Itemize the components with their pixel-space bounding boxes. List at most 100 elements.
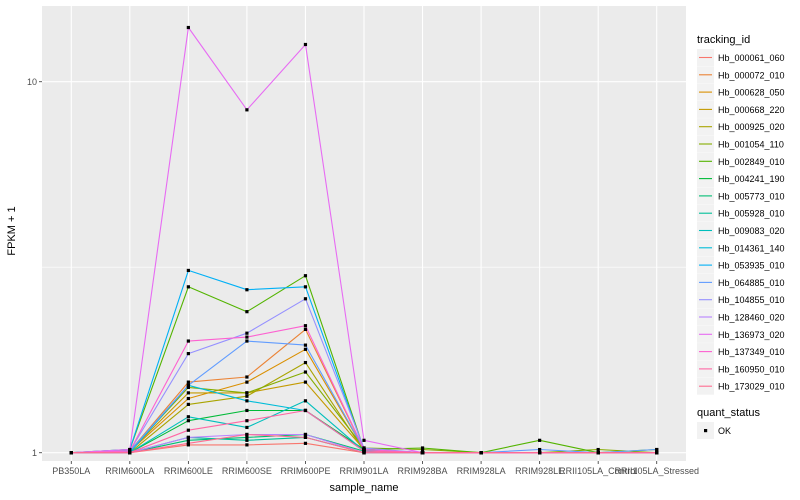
data-point — [655, 451, 659, 455]
data-point — [186, 396, 190, 401]
legend-item: Hb_009083_020 — [697, 222, 785, 239]
data-point — [303, 399, 308, 403]
legend-item: Hb_005773_010 — [697, 187, 785, 205]
data-point — [303, 432, 308, 437]
x-tick-label: RRII105LA_Control — [559, 466, 637, 476]
data-point — [128, 449, 132, 453]
data-point — [186, 391, 190, 395]
legend-label: Hb_004241_190 — [718, 174, 785, 184]
data-point — [245, 419, 249, 423]
data-point — [245, 339, 249, 343]
legend-label: Hb_104855_010 — [718, 295, 785, 305]
legend-item: Hb_104855_010 — [697, 291, 785, 309]
x-tick-label: PB350LA — [52, 466, 90, 476]
data-point — [245, 394, 249, 398]
data-point — [655, 447, 659, 452]
data-point — [245, 443, 249, 447]
data-point — [128, 451, 132, 455]
data-point — [303, 347, 308, 351]
data-point — [303, 327, 308, 331]
grid-major — [42, 6, 686, 461]
shape-legend-item: OK — [697, 422, 731, 439]
legend-label: Hb_000668_220 — [718, 105, 785, 115]
data-point — [245, 108, 249, 112]
data-point — [362, 438, 366, 442]
legend-item: Hb_064885_010 — [697, 273, 785, 291]
data-point — [420, 446, 425, 450]
data-point — [538, 447, 542, 452]
data-point — [186, 435, 190, 439]
data-point — [245, 408, 249, 413]
data-point — [186, 402, 190, 406]
legend-item: Hb_160950_010 — [697, 360, 785, 378]
data-point — [186, 352, 190, 356]
shape-legend-items: OK — [697, 422, 731, 439]
legend-label: Hb_064885_010 — [718, 278, 785, 288]
data-point — [245, 335, 249, 339]
legend-label: Hb_128460_020 — [718, 313, 785, 323]
data-point — [186, 438, 190, 442]
y-tick-label: 1 — [32, 448, 37, 458]
x-axis-label: sample_name — [329, 482, 398, 494]
legend-item: Hb_137349_010 — [697, 343, 785, 361]
data-point — [303, 360, 308, 365]
legend-item: Hb_000072_010 — [697, 66, 785, 84]
shape-legend: quant_status OK — [697, 407, 760, 439]
legend: tracking_id Hb_000061_060Hb_000072_010Hb… — [697, 34, 785, 395]
legend-item: Hb_002849_010 — [697, 152, 785, 170]
series-points — [69, 25, 659, 455]
legend-item: Hb_000061_060 — [697, 49, 785, 66]
legend-label: Hb_136973_020 — [718, 330, 785, 340]
data-point — [186, 268, 190, 273]
legend-title: tracking_id — [697, 34, 750, 46]
legend-label: Hb_000628_050 — [718, 88, 785, 98]
data-point — [69, 451, 73, 455]
data-point — [245, 435, 249, 439]
x-tick-label: RRIM600PE — [280, 466, 330, 476]
data-point — [245, 380, 249, 384]
legend-item: Hb_005928_010 — [697, 204, 785, 222]
legend-label: Hb_005773_010 — [718, 191, 785, 201]
data-point — [303, 380, 308, 384]
legend-label: Hb_160950_010 — [718, 364, 785, 374]
legend-item: Hb_000628_050 — [697, 83, 785, 101]
legend-label: Hb_000072_010 — [718, 70, 785, 80]
data-point — [245, 310, 249, 314]
data-point — [303, 435, 308, 439]
legend-label: Hb_014361_140 — [718, 243, 785, 253]
shape-legend-key — [704, 429, 708, 433]
data-point — [538, 438, 542, 442]
y-tick-label: 10 — [27, 77, 37, 87]
data-point — [186, 415, 190, 419]
data-point — [245, 331, 249, 335]
legend-item: Hb_053935_010 — [697, 256, 785, 274]
data-point — [186, 428, 190, 432]
data-point — [245, 375, 249, 379]
data-point — [245, 391, 249, 395]
legend-label: Hb_002849_010 — [718, 157, 785, 167]
legend-label: Hb_053935_010 — [718, 261, 785, 271]
data-point — [186, 285, 190, 289]
data-point — [596, 447, 600, 452]
legend-item: Hb_000925_020 — [697, 118, 785, 136]
data-point — [186, 383, 190, 387]
data-point — [245, 425, 249, 430]
y-axis-label: FPKM + 1 — [6, 206, 18, 255]
legend-item: Hb_136973_020 — [697, 325, 785, 343]
data-point — [245, 399, 249, 403]
data-point — [303, 370, 308, 374]
x-tick-label: RRIM600LE — [164, 466, 213, 476]
data-point — [303, 297, 308, 301]
x-tick-label: RRIM928BA — [398, 466, 448, 476]
data-point — [303, 343, 308, 347]
legend-label: Hb_000061_060 — [718, 53, 785, 63]
data-point — [596, 451, 600, 455]
x-tick-label: RRIM901LA — [339, 466, 388, 476]
data-point — [186, 419, 190, 423]
legend-items: Hb_000061_060 Hb_000072_010 Hb_000628_050 H… — [697, 49, 785, 395]
shape-legend-title: quant_status — [697, 407, 760, 419]
data-point — [303, 285, 308, 289]
data-point — [186, 385, 190, 390]
x-axis-ticks: PB350LA RRIM600LA RRIM600LE RRIM600SE RRIM60… — [52, 461, 699, 476]
